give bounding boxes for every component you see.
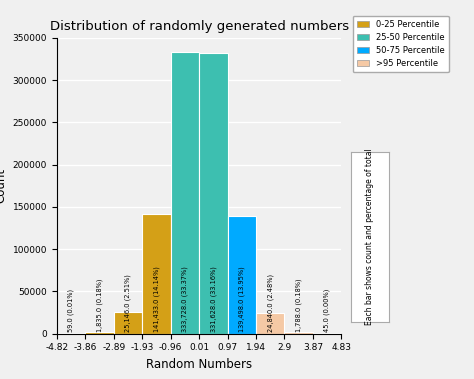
Text: 59.0 (0.01%): 59.0 (0.01%) <box>68 289 74 332</box>
Text: 1,835.0 (0.18%): 1,835.0 (0.18%) <box>96 278 103 332</box>
Bar <box>114 312 142 334</box>
X-axis label: Random Numbers: Random Numbers <box>146 358 252 371</box>
Text: 1,788.0 (0.18%): 1,788.0 (0.18%) <box>295 278 302 332</box>
Text: 333,728.0 (33.37%): 333,728.0 (33.37%) <box>182 266 188 332</box>
Bar <box>85 332 114 334</box>
Bar <box>142 214 171 334</box>
Legend: 0-25 Percentile, 25-50 Percentile, 50-75 Percentile, >95 Percentile: 0-25 Percentile, 25-50 Percentile, 50-75… <box>353 16 449 72</box>
Text: 45.0 (0.00%): 45.0 (0.00%) <box>324 288 330 332</box>
Bar <box>256 313 284 334</box>
Title: Distribution of randomly generated numbers: Distribution of randomly generated numbe… <box>49 20 349 33</box>
Text: 25,146.0 (2.51%): 25,146.0 (2.51%) <box>125 274 131 332</box>
Bar <box>199 53 228 334</box>
Bar <box>171 52 199 334</box>
Text: 24,840.0 (2.48%): 24,840.0 (2.48%) <box>267 274 273 332</box>
Y-axis label: Count: Count <box>0 168 7 203</box>
Text: 331,628.0 (33.16%): 331,628.0 (33.16%) <box>210 266 217 332</box>
Bar <box>228 216 256 334</box>
Bar <box>284 332 313 334</box>
Text: Each bar shows count and percentage of total: Each bar shows count and percentage of t… <box>365 149 374 325</box>
Text: 141,433.0 (14.14%): 141,433.0 (14.14%) <box>153 266 160 332</box>
Text: 139,498.0 (13.95%): 139,498.0 (13.95%) <box>238 266 245 332</box>
